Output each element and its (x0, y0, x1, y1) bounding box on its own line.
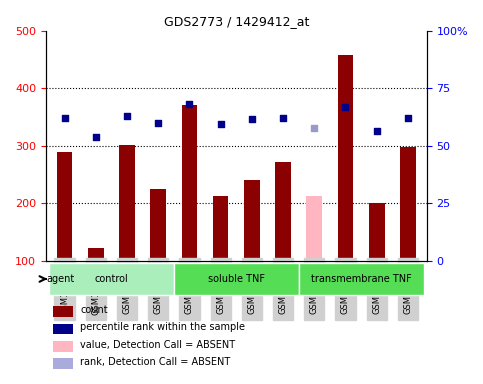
Bar (182, 106, 197, 261)
Bar (88, 248, 103, 261)
Bar (54, 341, 72, 352)
Bar (57, 152, 72, 261)
Text: control: control (95, 274, 128, 284)
Bar (275, 162, 291, 261)
Point (185, 101, 193, 108)
Bar (150, 189, 166, 261)
Point (373, 128, 381, 134)
Text: soluble TNF: soluble TNF (208, 274, 265, 284)
Point (155, 120, 162, 126)
Bar (54, 306, 72, 317)
Point (92, 134, 99, 140)
Point (404, 114, 412, 121)
Bar (400, 147, 416, 261)
Text: rank, Detection Call = ABSENT: rank, Detection Call = ABSENT (80, 357, 230, 367)
Bar (338, 55, 353, 261)
Point (341, 104, 349, 110)
Point (311, 126, 318, 132)
Text: transmembrane TNF: transmembrane TNF (311, 274, 412, 284)
Title: GDS2773 / 1429412_at: GDS2773 / 1429412_at (164, 15, 309, 28)
Bar (54, 324, 72, 334)
Point (123, 113, 131, 119)
Point (248, 116, 256, 122)
FancyBboxPatch shape (298, 263, 424, 295)
Bar (244, 180, 260, 261)
Text: value, Detection Call = ABSENT: value, Detection Call = ABSENT (80, 339, 235, 349)
Text: percentile rank within the sample: percentile rank within the sample (80, 322, 245, 332)
Text: count: count (80, 305, 108, 315)
Bar (307, 196, 322, 261)
Bar (54, 358, 72, 369)
Bar (213, 196, 228, 261)
Bar (119, 145, 135, 261)
Text: agent: agent (46, 274, 75, 284)
Point (217, 121, 225, 127)
FancyBboxPatch shape (49, 263, 174, 295)
FancyBboxPatch shape (174, 263, 298, 295)
Point (61, 115, 69, 121)
Bar (369, 203, 384, 261)
Point (279, 114, 287, 121)
